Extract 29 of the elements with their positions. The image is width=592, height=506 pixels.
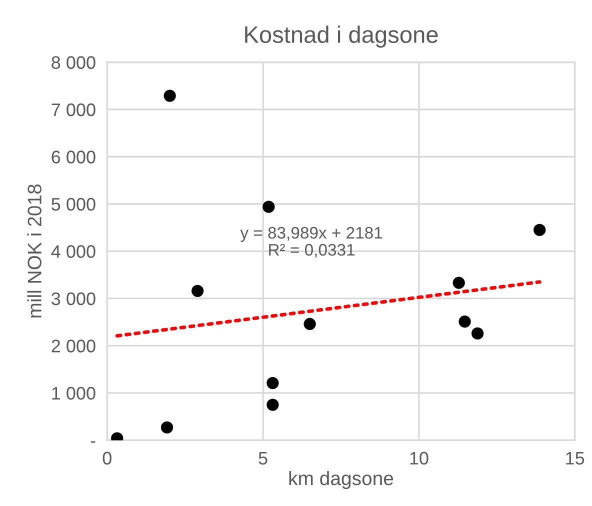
x-tick-label: 10 [410,452,428,465]
point [304,318,316,330]
y-tick-label: 4 000 [51,245,96,258]
x-axis-title: km dagsone [289,470,394,490]
x-tick-label: 15 [566,452,584,465]
y-axis-title: mill NOK i 2018 [27,184,42,318]
y-tick-label: 6 000 [52,150,96,164]
x-tick-label: 0 [102,452,112,465]
y-tick-label: 7 000 [52,103,96,116]
point [266,398,279,411]
y-tick-label: 1 000 [52,386,96,400]
point [266,376,279,390]
point [458,316,471,328]
y-tick-label: 3 000 [52,292,96,306]
x-tick-label: 5 [258,452,268,465]
y-tick-label: 2 000 [52,340,96,352]
point [452,276,465,289]
point [534,224,546,236]
point [160,421,174,434]
chart-title: Kostnad i dagsone [245,26,438,48]
annotation: R² = 0,0331 [269,244,354,258]
point [262,200,275,213]
y-tick-label: 5 000 [52,198,96,211]
annotation: y = 83,989x + 2181 [240,226,382,242]
y-tick-label: 8 000 [52,56,96,69]
point [164,90,176,102]
point [191,284,204,297]
point [471,327,484,340]
y-tick-label: - [90,441,96,443]
